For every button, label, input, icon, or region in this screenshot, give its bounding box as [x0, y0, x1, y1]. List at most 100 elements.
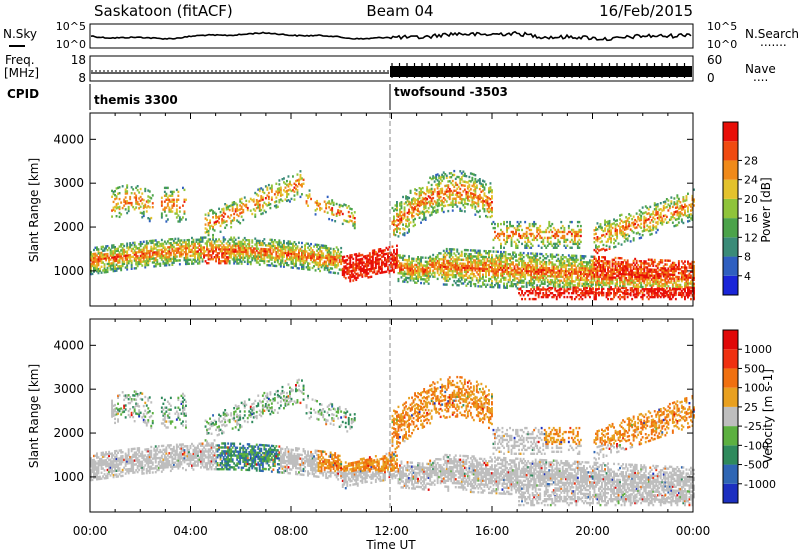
- heatmap-cell: [345, 204, 347, 206]
- heatmap-cell: [143, 211, 145, 213]
- heatmap-cell: [536, 253, 538, 255]
- heatmap-cell: [467, 249, 469, 251]
- heatmap-cell: [131, 260, 133, 262]
- heatmap-cell: [530, 229, 532, 231]
- heatmap-cell: [392, 207, 394, 209]
- heatmap-cell: [520, 221, 522, 223]
- heatmap-cell: [122, 207, 124, 209]
- heatmap-cell: [177, 191, 179, 193]
- heatmap-cell: [328, 206, 330, 208]
- heatmap-cell: [268, 184, 270, 186]
- heatmap-cell: [185, 218, 187, 220]
- heatmap-cell: [251, 245, 253, 247]
- heatmap-cell: [458, 284, 460, 286]
- cpid-program-themis: themis 3300: [94, 93, 178, 107]
- heatmap-cell: [517, 245, 519, 247]
- heatmap-cell: [254, 214, 256, 216]
- heatmap-cell: [542, 255, 544, 257]
- heatmap-cell: [497, 223, 499, 225]
- heatmap-cell: [401, 201, 403, 203]
- heatmap-cell: [260, 209, 262, 211]
- heatmap-cell: [280, 187, 282, 189]
- heatmap-cell: [401, 211, 403, 213]
- heatmap-cell: [275, 200, 277, 202]
- heatmap-cell: [425, 217, 427, 219]
- heatmap-cell: [351, 254, 353, 256]
- heatmap-cell: [425, 193, 427, 195]
- heatmap-cell: [310, 243, 312, 245]
- heatmap-cell: [485, 280, 487, 282]
- heatmap-cell: [563, 260, 565, 262]
- heatmap-cell: [597, 252, 599, 254]
- heatmap-cell: [269, 203, 271, 205]
- heatmap-cell: [182, 216, 184, 218]
- heatmap-cell: [597, 228, 599, 230]
- heatmap-cell: [135, 267, 137, 269]
- heatmap-cell: [340, 210, 342, 212]
- heatmap-cell: [253, 198, 255, 200]
- heatmap-cell: [437, 278, 439, 280]
- heatmap-cell: [444, 205, 446, 207]
- heatmap-cell: [352, 215, 354, 217]
- heatmap-cell: [484, 283, 486, 285]
- heatmap-cell: [289, 241, 291, 243]
- heatmap-cell: [336, 246, 338, 248]
- heatmap-cell: [294, 194, 296, 196]
- heatmap-cell: [532, 252, 534, 254]
- heatmap-cell: [405, 223, 407, 225]
- heatmap-cell: [571, 247, 573, 249]
- heatmap-cell: [331, 199, 333, 201]
- heatmap-cell: [218, 256, 220, 258]
- heatmap-cell: [580, 241, 582, 243]
- heatmap-cell: [419, 217, 421, 219]
- heatmap-cell: [503, 283, 505, 285]
- heatmap-cell: [393, 269, 395, 271]
- heatmap-cell: [434, 272, 436, 274]
- heatmap-cell: [174, 238, 176, 240]
- heatmap-cell: [319, 270, 321, 272]
- heatmap-cell: [303, 183, 305, 185]
- heatmap-cell: [601, 227, 603, 229]
- heatmap-cell: [334, 272, 336, 274]
- noise-left-label: N.Sky: [3, 27, 37, 41]
- heatmap-cell: [476, 185, 478, 187]
- heatmap-cell: [263, 238, 265, 240]
- heatmap-cell: [566, 245, 568, 247]
- heatmap-cell: [271, 196, 273, 198]
- heatmap-cell: [434, 206, 436, 208]
- heatmap-cell: [413, 258, 415, 260]
- heatmap-cell: [283, 177, 285, 179]
- heatmap-cell: [244, 237, 246, 239]
- heatmap-cell: [271, 239, 273, 241]
- heatmap-cell: [266, 187, 268, 189]
- heatmap-cell: [165, 193, 167, 195]
- heatmap-cell: [224, 227, 226, 229]
- heatmap-cell: [568, 225, 570, 227]
- heatmap-cell: [348, 211, 350, 213]
- heatmap-cell: [116, 215, 118, 217]
- heatmap-cell: [330, 248, 332, 250]
- heatmap-cell: [408, 219, 410, 221]
- heatmap-cell: [585, 255, 587, 257]
- heatmap-cell: [428, 181, 430, 183]
- heatmap-cell: [354, 217, 356, 219]
- heatmap-cell: [474, 214, 476, 216]
- heatmap-cell: [398, 260, 400, 262]
- heatmap-cell: [292, 175, 294, 177]
- heatmap-cell: [568, 254, 570, 256]
- heatmap-cell: [141, 202, 143, 204]
- heatmap-cell: [500, 223, 502, 225]
- heatmap-cell: [527, 237, 529, 239]
- heatmap-cell: [167, 218, 169, 220]
- heatmap-cell: [173, 199, 175, 201]
- heatmap-cell: [294, 241, 296, 243]
- heatmap-cell: [331, 267, 333, 269]
- heatmap-cell: [447, 210, 449, 212]
- heatmap-cell: [512, 261, 514, 263]
- heatmap-cell: [532, 245, 534, 247]
- heatmap-cell: [149, 200, 151, 202]
- heatmap-cell: [428, 283, 430, 285]
- heatmap-cell: [269, 207, 271, 209]
- heatmap-cell: [342, 223, 344, 225]
- heatmap-cell: [462, 171, 464, 173]
